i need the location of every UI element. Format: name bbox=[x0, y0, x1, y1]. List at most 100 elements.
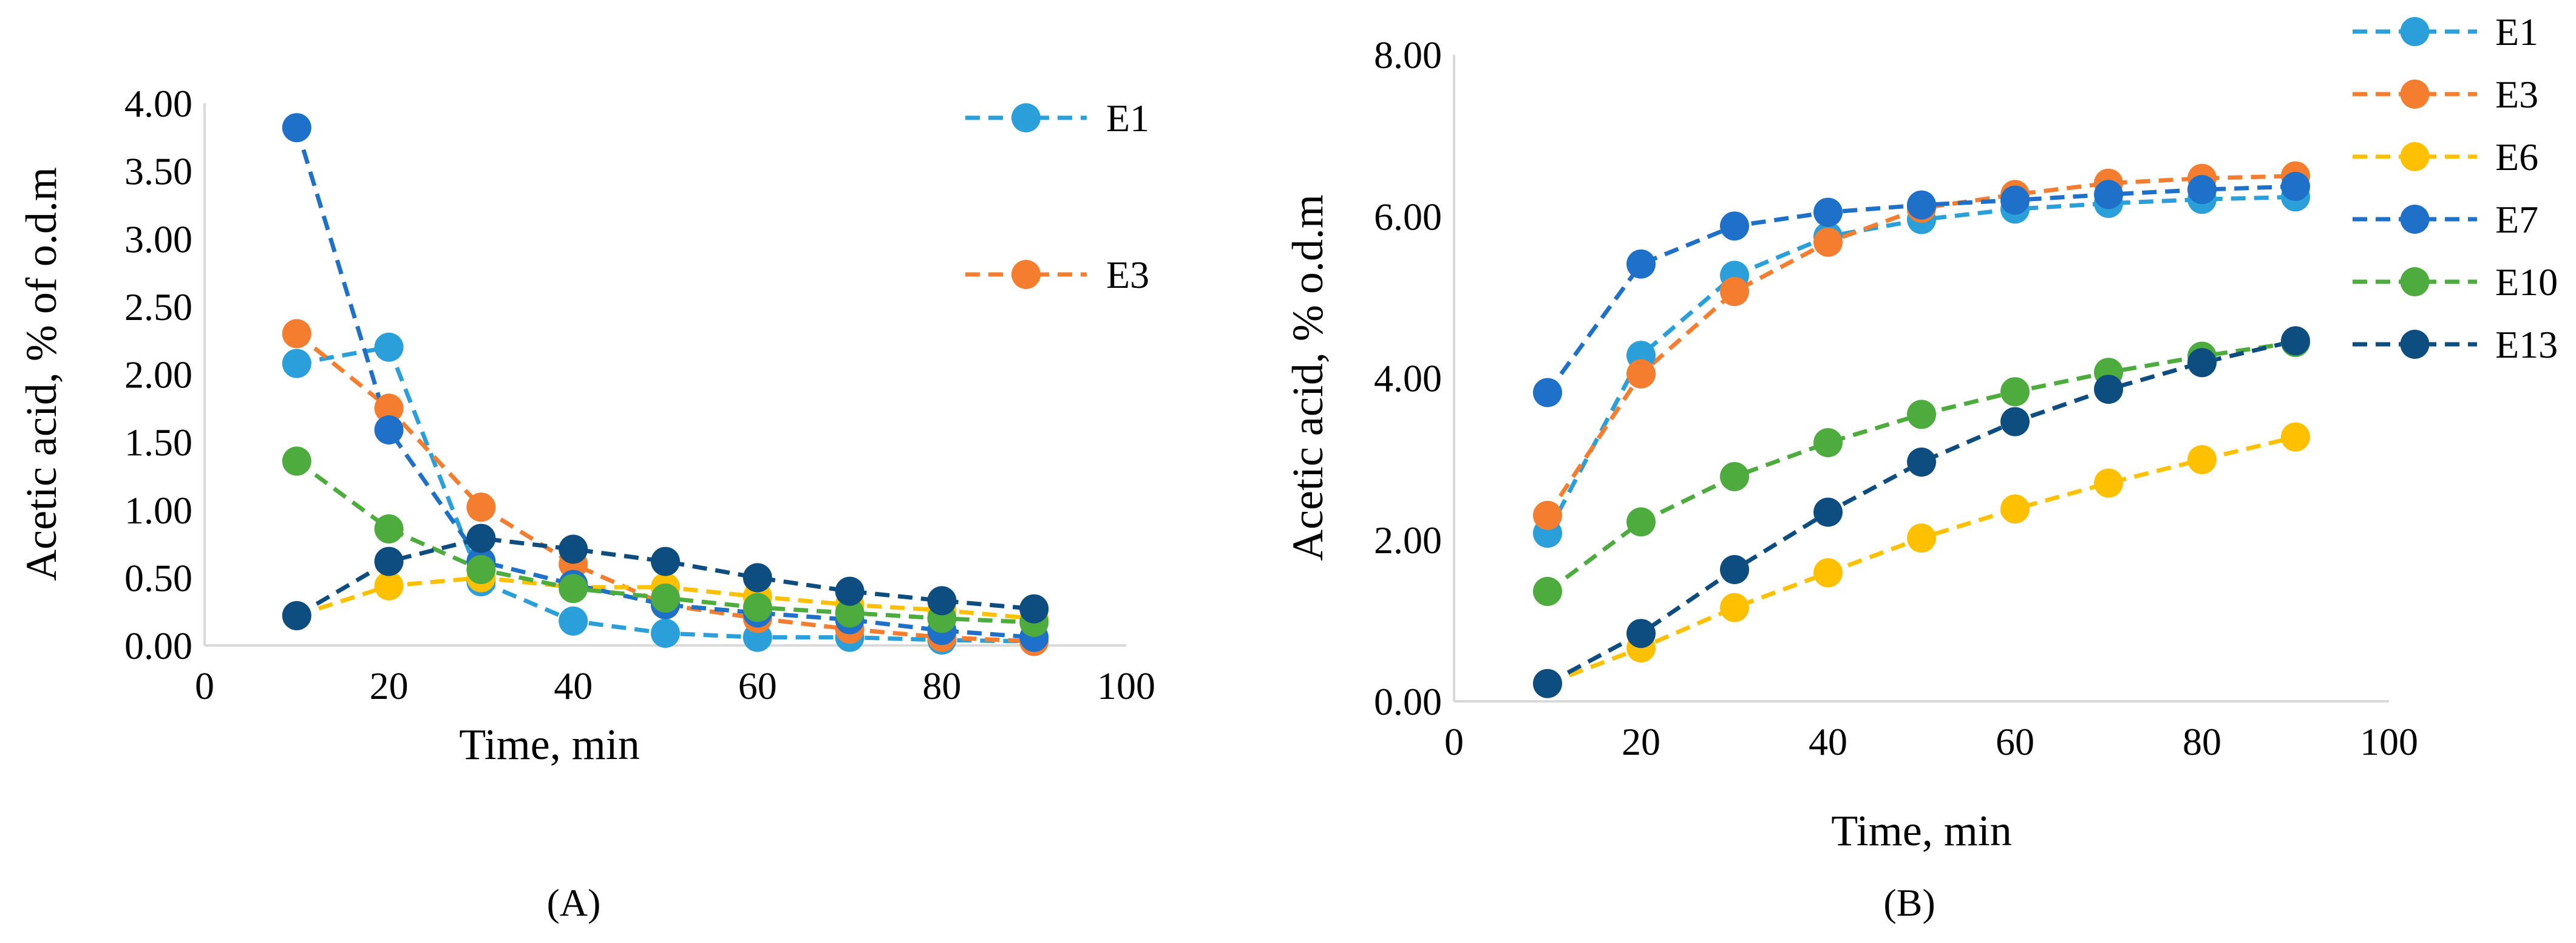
a-y-tick-label: 2.50 bbox=[124, 285, 192, 329]
b-data-point-e6 bbox=[1813, 558, 1843, 588]
b-data-point-e3 bbox=[1533, 500, 1562, 530]
a-data-point-e1 bbox=[374, 332, 404, 362]
b-y-axis-title: Acetic acid, % o.d.m bbox=[1283, 194, 1332, 561]
a-data-point-e13 bbox=[835, 576, 865, 606]
panel-label-b: (B) bbox=[1883, 881, 1935, 924]
a-x-tick-label: 100 bbox=[1097, 664, 1155, 707]
b-legend-label-e1: E1 bbox=[2495, 10, 2538, 53]
b-data-point-e13 bbox=[2000, 407, 2030, 437]
a-legend-label-e3: E3 bbox=[1106, 253, 1149, 296]
b-legend-marker-e10 bbox=[2400, 267, 2430, 296]
a-data-point-e13 bbox=[559, 534, 588, 564]
b-data-point-e6 bbox=[1907, 523, 1936, 553]
b-data-point-e7 bbox=[1813, 197, 1843, 227]
a-data-point-e10 bbox=[743, 593, 772, 622]
b-data-point-e13 bbox=[2281, 326, 2310, 356]
b-series-line-e3 bbox=[1546, 174, 2296, 517]
b-legend-marker-e13 bbox=[2400, 330, 2430, 359]
a-data-point-e13 bbox=[466, 523, 496, 553]
chart-b: 0.00 2.00 4.00 6.00 8.00 0 20 40 60 80 100 Time, mi… bbox=[1283, 10, 2558, 855]
a-data-point-e1 bbox=[282, 349, 311, 378]
a-data-point-e3 bbox=[282, 319, 311, 349]
b-data-point-e10 bbox=[1720, 461, 1749, 491]
a-y-axis-title: Acetic acid, % of o.d.m bbox=[17, 167, 66, 581]
a-x-tick-label: 80 bbox=[922, 664, 961, 707]
b-data-point-e13 bbox=[1720, 555, 1749, 584]
b-data-point-e3 bbox=[1720, 277, 1749, 307]
a-series-line-e7 bbox=[294, 127, 1035, 640]
b-data-point-e10 bbox=[1626, 507, 1656, 537]
b-data-point-e13 bbox=[2187, 348, 2217, 378]
a-y-tick-label: 1.50 bbox=[124, 421, 192, 464]
b-x-tick-label: 100 bbox=[2360, 720, 2418, 763]
a-data-point-e10 bbox=[559, 574, 588, 604]
b-legend-label-e7: E7 bbox=[2495, 198, 2538, 241]
a-x-tick-label: 20 bbox=[370, 664, 409, 707]
b-data-point-e10 bbox=[1907, 400, 1936, 429]
b-data-point-e10 bbox=[2000, 377, 2030, 407]
a-data-point-e13 bbox=[651, 546, 680, 576]
b-data-point-e7 bbox=[1533, 378, 1562, 407]
a-data-point-e13 bbox=[1019, 594, 1049, 624]
b-legend-label-e6: E6 bbox=[2495, 135, 2538, 179]
b-data-point-e7 bbox=[2187, 175, 2217, 205]
a-data-point-e10 bbox=[835, 598, 865, 628]
b-legend-label-e13: E13 bbox=[2495, 323, 2558, 366]
a-x-tick-label: 40 bbox=[554, 664, 593, 707]
a-y-tick-label: 3.50 bbox=[124, 150, 192, 193]
a-y-tick-label: 2.00 bbox=[124, 353, 192, 397]
b-legend-marker-e1 bbox=[2400, 17, 2430, 46]
a-y-tick-label: 0.50 bbox=[124, 556, 192, 599]
a-y-tick-label: 1.00 bbox=[124, 489, 192, 532]
b-y-tick-label: 2.00 bbox=[1374, 519, 1442, 562]
a-series-line-e13 bbox=[296, 536, 1035, 618]
b-data-point-e7 bbox=[2281, 172, 2310, 201]
b-x-tick-label: 40 bbox=[1809, 720, 1847, 763]
chart-a: 0.00 0.50 1.00 1.50 2.00 2.50 3.00 3.50 4.00 0 20 4… bbox=[17, 82, 1155, 769]
a-data-point-e1 bbox=[651, 618, 680, 648]
a-x-tick-label: 60 bbox=[738, 664, 777, 707]
a-data-point-e6 bbox=[374, 571, 404, 601]
panel-label-a: (A) bbox=[547, 881, 601, 924]
b-data-point-e7 bbox=[1720, 211, 1749, 241]
a-y-tick-label: 3.00 bbox=[124, 217, 192, 260]
a-legend-marker-e3 bbox=[1011, 260, 1041, 289]
b-data-point-e10 bbox=[1813, 428, 1843, 457]
a-data-point-e7 bbox=[282, 113, 311, 143]
a-x-tick-label: 0 bbox=[195, 664, 214, 707]
a-data-point-e13 bbox=[743, 563, 772, 593]
b-y-tick-label: 6.00 bbox=[1374, 195, 1442, 238]
b-data-point-e6 bbox=[2094, 468, 2123, 498]
b-series-line-e13 bbox=[1546, 338, 2296, 686]
a-data-point-e10 bbox=[651, 583, 680, 613]
b-data-point-e7 bbox=[2094, 180, 2123, 209]
a-data-point-e7 bbox=[374, 415, 404, 444]
b-data-point-e6 bbox=[1720, 593, 1749, 622]
b-series-line-e1 bbox=[1545, 194, 2296, 534]
b-data-point-e7 bbox=[2000, 185, 2030, 215]
b-x-tick-label: 60 bbox=[1996, 720, 2034, 763]
a-legend-marker-e1 bbox=[1011, 103, 1041, 132]
b-data-point-e3 bbox=[1626, 359, 1656, 389]
b-legend-label-e10: E10 bbox=[2495, 260, 2558, 304]
b-x-tick-label: 0 bbox=[1444, 720, 1464, 763]
b-y-tick-label: 8.00 bbox=[1374, 33, 1442, 77]
a-data-point-e13 bbox=[374, 546, 404, 576]
a-y-tick-label: 4.00 bbox=[124, 82, 192, 125]
a-data-point-e10 bbox=[466, 555, 496, 584]
b-legend-marker-e6 bbox=[2400, 142, 2430, 171]
a-y-tick-label: 0.00 bbox=[124, 624, 192, 667]
b-data-point-e6 bbox=[2187, 445, 2217, 474]
a-data-point-e13 bbox=[282, 601, 311, 630]
a-data-point-e10 bbox=[282, 446, 311, 476]
b-x-axis-title: Time, min bbox=[1831, 806, 2011, 855]
b-data-point-e10 bbox=[1533, 577, 1562, 606]
b-y-tick-label: 4.00 bbox=[1374, 357, 1442, 400]
b-data-point-e7 bbox=[1907, 190, 1936, 220]
b-legend-label-e3: E3 bbox=[2495, 73, 2538, 116]
a-data-point-e3 bbox=[466, 492, 496, 522]
a-data-point-e1 bbox=[559, 606, 588, 636]
b-data-point-e13 bbox=[1907, 448, 1936, 477]
b-legend-marker-e7 bbox=[2400, 205, 2430, 234]
